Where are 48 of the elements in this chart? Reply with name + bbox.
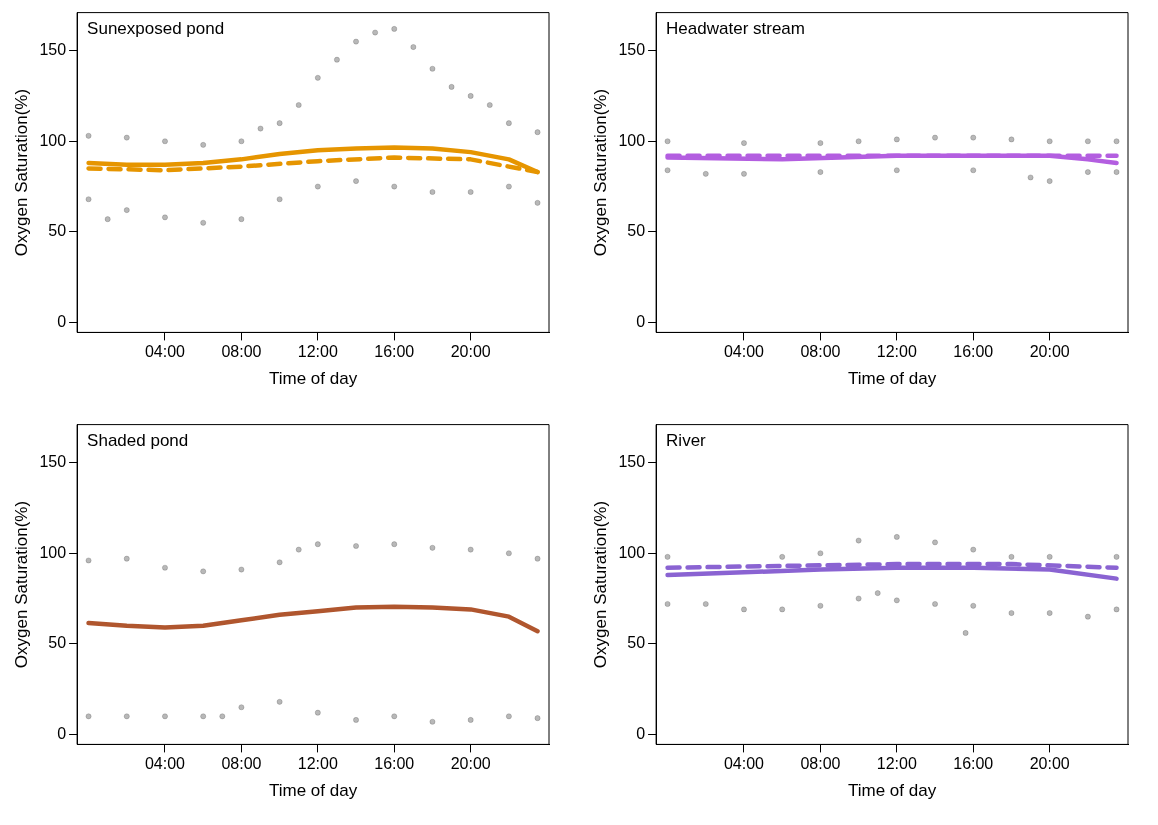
y-axis-title: Oxygen Saturation(%): [11, 500, 31, 669]
x-axis-title: Time of day: [847, 369, 937, 389]
y-tick-label: 50: [48, 634, 67, 652]
chart-title: Headwater stream: [666, 18, 805, 38]
y-tick-label: 150: [618, 41, 646, 59]
x-tick-label: 16:00: [953, 755, 994, 773]
y-tick-label: 0: [57, 724, 67, 742]
chart-title: Shaded pond: [87, 430, 189, 450]
y-tick-label: 0: [636, 724, 646, 742]
y-tick-label: 0: [57, 312, 67, 330]
y-tick-label: 150: [39, 453, 67, 471]
y-tick-label: 100: [618, 131, 646, 149]
x-axis-title: Time of day: [268, 369, 358, 389]
x-tick-label: 04:00: [723, 343, 765, 361]
y-axis-title: Oxygen Saturation(%): [11, 88, 31, 257]
chart-title: Sunexposed pond: [87, 18, 225, 38]
y-axis-title: Oxygen Saturation(%): [590, 88, 610, 257]
x-axis-title: Time of day: [847, 781, 937, 801]
x-tick-label: 12:00: [297, 755, 338, 773]
x-tick-label: 20:00: [450, 755, 491, 773]
y-axis-title: Oxygen Saturation(%): [590, 500, 610, 669]
x-tick-label: 20:00: [1029, 755, 1070, 773]
x-tick-label: 08:00: [221, 755, 262, 773]
x-tick-label: 20:00: [1029, 343, 1070, 361]
y-tick-label: 150: [618, 453, 646, 471]
x-tick-label: 08:00: [800, 343, 841, 361]
y-tick-label: 100: [39, 543, 67, 561]
x-tick-label: 08:00: [221, 343, 262, 361]
x-tick-label: 04:00: [723, 755, 765, 773]
x-tick-label: 08:00: [800, 755, 841, 773]
y-tick-label: 150: [39, 41, 67, 59]
x-tick-label: 16:00: [374, 755, 415, 773]
y-tick-label: 50: [48, 222, 67, 240]
x-tick-label: 20:00: [450, 343, 491, 361]
chart-title: River: [666, 430, 707, 450]
x-tick-label: 16:00: [374, 343, 415, 361]
x-tick-label: 12:00: [297, 343, 338, 361]
x-axis-title: Time of day: [268, 781, 358, 801]
y-tick-label: 50: [627, 634, 646, 652]
x-tick-label: 12:00: [876, 343, 917, 361]
x-tick-label: 16:00: [953, 343, 994, 361]
x-tick-label: 12:00: [876, 755, 917, 773]
y-tick-label: 0: [636, 312, 646, 330]
y-tick-label: 100: [618, 543, 646, 561]
x-tick-label: 04:00: [144, 755, 186, 773]
x-tick-label: 04:00: [144, 343, 186, 361]
y-tick-label: 100: [39, 131, 67, 149]
y-tick-label: 50: [627, 222, 646, 240]
